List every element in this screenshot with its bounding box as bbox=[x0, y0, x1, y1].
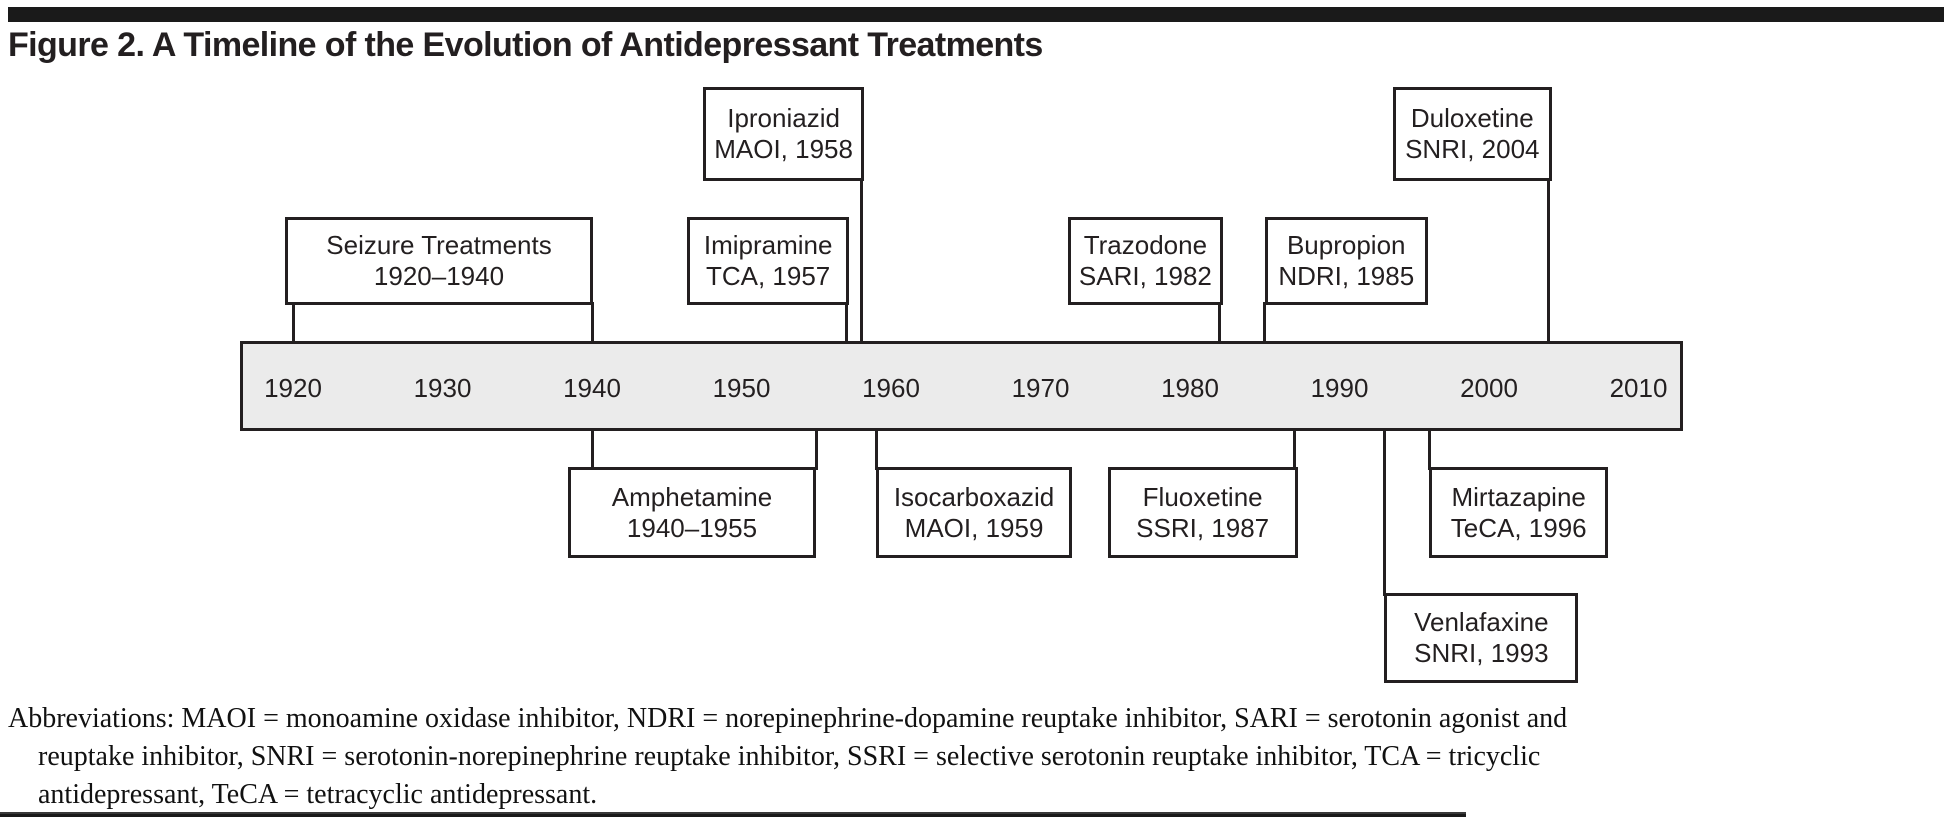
event-detail: 1920–1940 bbox=[373, 261, 505, 291]
bottom-rule bbox=[0, 812, 1466, 817]
axis-year-label: 1960 bbox=[862, 373, 920, 403]
abbreviations-note: Abbreviations: MAOI = monoamine oxidase … bbox=[8, 700, 1567, 814]
axis-year-label: 1950 bbox=[712, 373, 771, 403]
connector-line-bupropion bbox=[1263, 302, 1267, 344]
event-name: Fluoxetine bbox=[1142, 481, 1263, 512]
event-name: Duloxetine bbox=[1410, 103, 1534, 133]
figure-title: Figure 2. A Timeline of the Evolution of… bbox=[8, 26, 1043, 64]
event-detail: MAOI, 1959 bbox=[904, 512, 1044, 543]
event-box-duloxetine: Duloxetine SNRI, 2004 bbox=[1392, 87, 1552, 181]
axis-year-label: 1920 bbox=[264, 373, 322, 403]
event-name: Trazodone bbox=[1083, 230, 1208, 260]
event-box-iproniazid: Iproniazid MAOI, 1958 bbox=[703, 87, 865, 181]
connector-line-duloxetine bbox=[1547, 178, 1551, 344]
connector-line-imipramine bbox=[844, 302, 848, 344]
timeline-bar bbox=[240, 341, 1683, 431]
event-box-trazodone: Trazodone SARI, 1982 bbox=[1067, 217, 1223, 305]
axis-year-label: 1930 bbox=[413, 373, 472, 403]
connector-line-mirtazapine bbox=[1427, 428, 1431, 470]
event-detail: 1940–1955 bbox=[626, 512, 758, 543]
connector-line-iproniazid bbox=[859, 178, 863, 344]
axis-year-label: 1990 bbox=[1310, 373, 1369, 403]
connector-line-seizure-treatments bbox=[291, 302, 295, 344]
event-box-fluoxetine: Fluoxetine SSRI, 1987 bbox=[1107, 467, 1298, 558]
event-name: Amphetamine bbox=[611, 481, 773, 512]
event-box-seizure-treatments: Seizure Treatments 1920–1940 bbox=[285, 217, 593, 305]
event-detail: SARI, 1982 bbox=[1078, 261, 1212, 291]
event-detail: SSRI, 1987 bbox=[1136, 512, 1270, 543]
event-name: Seizure Treatments bbox=[326, 230, 552, 260]
event-name: Venlafaxine bbox=[1414, 607, 1549, 637]
top-rule bbox=[8, 7, 1944, 22]
event-detail: SNRI, 2004 bbox=[1405, 134, 1540, 164]
axis-year-label: 1970 bbox=[1011, 373, 1070, 403]
event-detail: MAOI, 1958 bbox=[714, 134, 853, 164]
axis-year-label: 2000 bbox=[1460, 373, 1518, 403]
event-box-imipramine: Imipramine TCA, 1957 bbox=[687, 217, 850, 305]
event-detail: SNRI, 1993 bbox=[1414, 638, 1549, 668]
event-name: Bupropion bbox=[1286, 230, 1406, 260]
event-detail: TCA, 1957 bbox=[705, 261, 831, 291]
abbreviations-line: Abbreviations: MAOI = monoamine oxidase … bbox=[8, 703, 1568, 734]
axis-year-label: 2010 bbox=[1609, 373, 1668, 403]
connector-line-amphetamine bbox=[814, 428, 818, 470]
connector-line-amphetamine bbox=[590, 428, 594, 470]
axis-year-label: 1940 bbox=[563, 373, 621, 403]
event-box-bupropion: Bupropion NDRI, 1985 bbox=[1264, 217, 1428, 305]
connector-line-seizure-treatments bbox=[590, 302, 594, 344]
connector-line-fluoxetine bbox=[1293, 428, 1297, 470]
event-name: Iproniazid bbox=[727, 103, 840, 133]
abbreviations-line: reuptake inhibitor, SNRI = serotonin-nor… bbox=[38, 741, 1541, 772]
event-name: Isocarboxazid bbox=[893, 481, 1055, 512]
connector-line-venlafaxine bbox=[1382, 428, 1386, 596]
event-name: Imipramine bbox=[703, 230, 833, 260]
event-box-mirtazapine: Mirtazapine TeCA, 1996 bbox=[1429, 467, 1609, 558]
connector-line-trazodone bbox=[1218, 302, 1222, 344]
abbreviations-line: antidepressant, TeCA = tetracyclic antid… bbox=[38, 779, 598, 810]
event-box-venlafaxine: Venlafaxine SNRI, 1993 bbox=[1384, 593, 1579, 683]
event-box-amphetamine: Amphetamine 1940–1955 bbox=[568, 467, 816, 558]
event-box-isocarboxazid: Isocarboxazid MAOI, 1959 bbox=[876, 467, 1073, 558]
event-detail: TeCA, 1996 bbox=[1450, 512, 1587, 543]
event-detail: NDRI, 1985 bbox=[1278, 261, 1415, 291]
axis-year-label: 1980 bbox=[1161, 373, 1219, 403]
connector-line-isocarboxazid bbox=[874, 428, 878, 470]
event-name: Mirtazapine bbox=[1451, 481, 1586, 512]
